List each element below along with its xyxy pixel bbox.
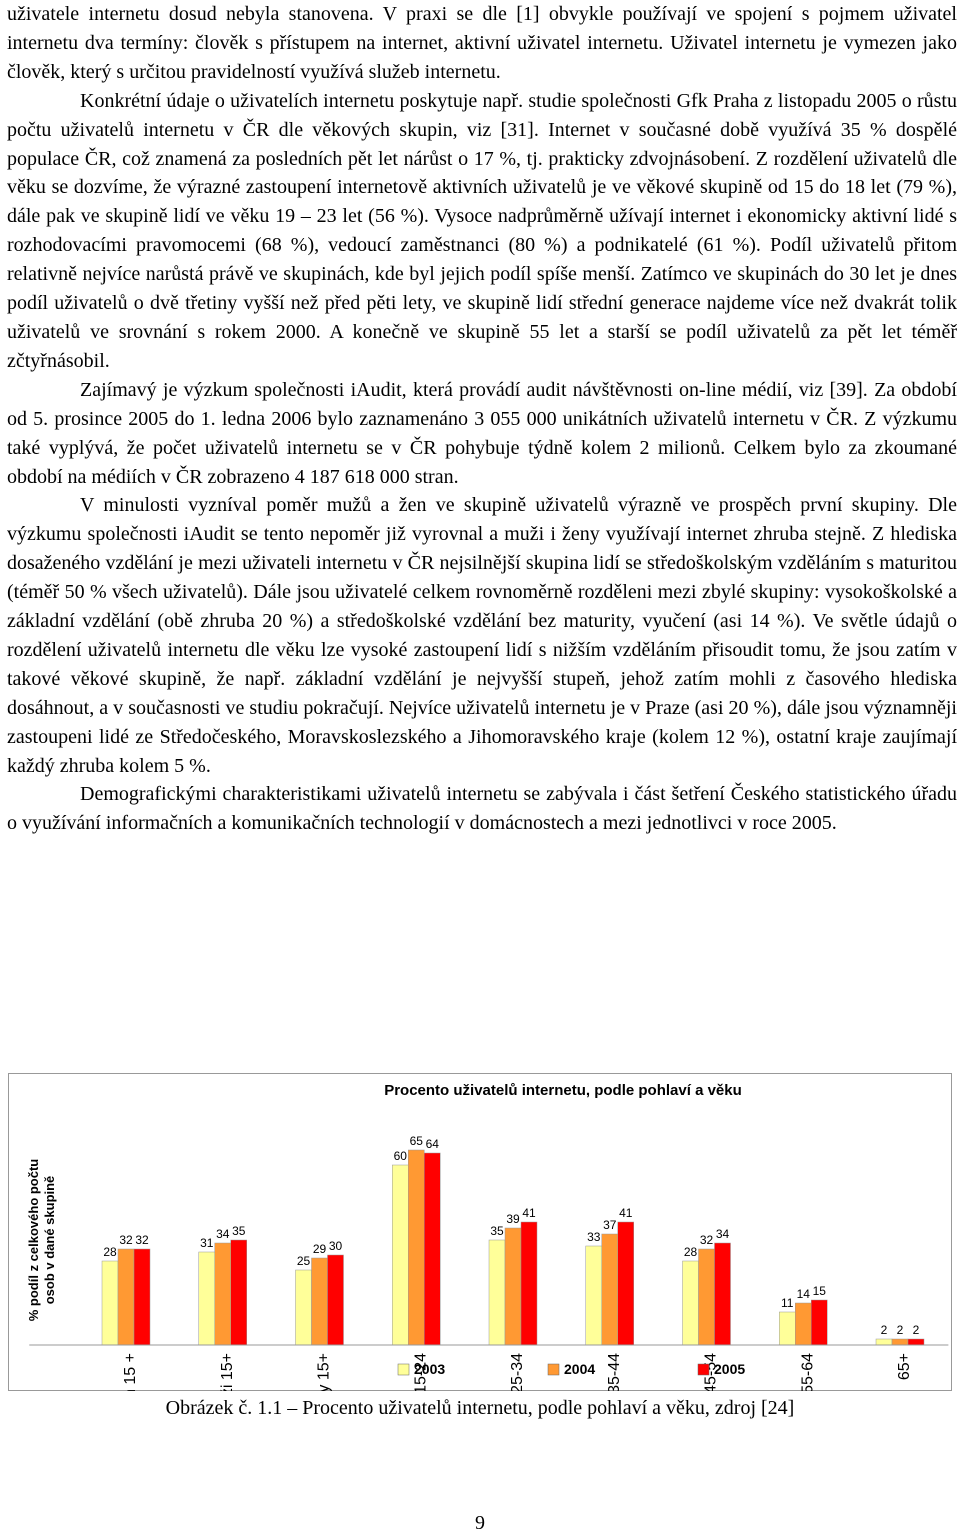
value-label: 35	[490, 1224, 504, 1238]
x-tick-label: Ženy 15+	[314, 1353, 333, 1391]
value-label: 2	[897, 1323, 904, 1337]
bar	[133, 1248, 151, 1346]
value-label: 37	[603, 1218, 617, 1232]
chart-title: Procento uživatelů internetu, podle pohl…	[384, 1082, 742, 1099]
bar	[311, 1257, 328, 1346]
value-label: 14	[797, 1287, 811, 1301]
value-label: 28	[103, 1245, 117, 1259]
value-label: 65	[410, 1134, 424, 1148]
value-label: 2	[913, 1323, 920, 1337]
value-label: 60	[394, 1149, 408, 1163]
y-axis-label: % podíl z celkového počtu	[26, 1159, 41, 1322]
bar	[907, 1338, 925, 1346]
bar	[682, 1260, 699, 1346]
value-label: 31	[200, 1236, 214, 1250]
value-label: 34	[216, 1227, 230, 1241]
y-axis-label: osob v dané skupině	[42, 1176, 57, 1305]
paragraph: uživatele internetu dosud nebyla stanove…	[7, 3, 957, 83]
value-label: 35	[232, 1224, 246, 1238]
bar	[795, 1302, 812, 1346]
value-label: 15	[813, 1284, 827, 1298]
bar	[327, 1254, 344, 1346]
bar	[198, 1251, 215, 1346]
bar	[698, 1248, 715, 1346]
bar	[601, 1233, 618, 1346]
bar	[617, 1221, 634, 1346]
value-label: 39	[506, 1212, 520, 1226]
bar	[520, 1221, 538, 1346]
legend-label: 2005	[714, 1361, 745, 1377]
legend-swatch	[547, 1363, 560, 1376]
value-label: 32	[119, 1233, 133, 1247]
value-label: 28	[684, 1245, 698, 1259]
paragraph: V minulosti vyzníval poměr mužů a žen ve…	[7, 494, 957, 777]
paragraph: Konkrétní údaje o uživatelích internetu …	[7, 89, 957, 372]
value-label: 11	[781, 1296, 794, 1310]
body-text: uživatele internetu dosud nebyla stanove…	[7, 0, 957, 838]
bar	[295, 1269, 312, 1346]
bar	[779, 1311, 796, 1346]
x-tick-label: 35-44	[606, 1353, 623, 1391]
legend-swatch	[397, 1363, 410, 1376]
bar	[875, 1338, 893, 1346]
x-tick-label: Muži 15+	[219, 1353, 236, 1391]
value-label: 32	[700, 1233, 714, 1247]
x-tick-label: 25-34	[509, 1353, 526, 1391]
value-label: 34	[716, 1227, 730, 1241]
bar	[488, 1239, 506, 1346]
legend-swatch	[697, 1363, 710, 1376]
bar	[585, 1245, 602, 1346]
value-label: 30	[329, 1239, 343, 1253]
value-label: 41	[522, 1206, 536, 1220]
x-tick-label: Celkem 15 +	[122, 1353, 139, 1391]
bar	[392, 1164, 409, 1346]
bar	[504, 1227, 522, 1346]
value-label: 25	[297, 1254, 311, 1268]
legend-label: 2004	[564, 1361, 595, 1377]
bar	[230, 1239, 247, 1346]
bar	[408, 1149, 425, 1346]
value-label: 32	[135, 1233, 149, 1247]
bar	[101, 1260, 119, 1346]
x-tick-label: 45-54	[703, 1353, 720, 1391]
x-tick-label: 15-24	[412, 1353, 429, 1391]
bar	[117, 1248, 135, 1346]
x-tick-label: 55-64	[799, 1353, 816, 1391]
bar	[214, 1242, 231, 1346]
bar	[811, 1299, 828, 1346]
page-number: 9	[475, 1512, 485, 1534]
paragraph: Zajímavý je výzkum společnosti iAudit, k…	[7, 378, 957, 488]
paragraph: Demografickými charakteristikami uživate…	[7, 783, 957, 835]
value-label: 33	[587, 1230, 601, 1244]
bar	[891, 1338, 909, 1346]
value-label: 2	[881, 1323, 888, 1337]
legend-label: 2003	[414, 1361, 445, 1377]
x-tick-label: 65+	[896, 1353, 913, 1380]
value-label: 29	[313, 1242, 327, 1256]
value-label: 41	[619, 1206, 633, 1220]
bar	[714, 1242, 731, 1346]
chart: Procento uživatelů internetu, podle pohl…	[8, 1073, 952, 1391]
bar	[424, 1152, 441, 1346]
caption: Obrázek č. 1.1 – Procento uživatelů inte…	[165, 1397, 795, 1419]
value-label: 64	[426, 1137, 440, 1151]
